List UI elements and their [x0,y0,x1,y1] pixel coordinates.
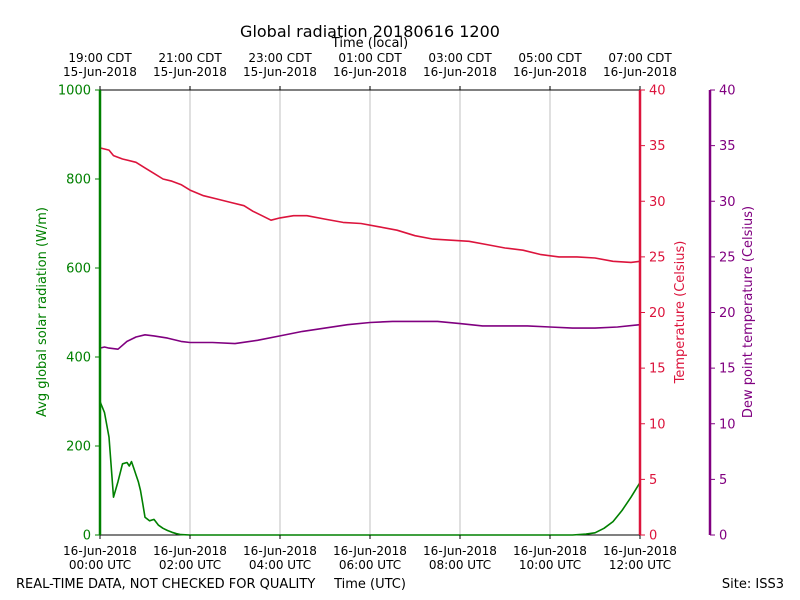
bottom-tick-time-label: 04:00 UTC [249,558,311,572]
site-label: Site: ISS3 [722,577,784,592]
far-right-axis-tick-label: 40 [719,84,736,99]
far-right-axis-tick-label: 35 [719,139,736,154]
left-axis-tick-label: 800 [66,173,91,188]
far-right-axis-tick-label: 10 [719,417,736,432]
top-tick-date-label: 16-Jun-2018 [513,65,587,79]
top-tick-time-label: 05:00 CDT [518,51,582,65]
bottom-tick-date-label: 16-Jun-2018 [513,544,587,558]
bottom-tick-date-label: 16-Jun-2018 [153,544,227,558]
right-axis-tick-label: 5 [649,473,657,488]
right-axis-tick-label: 0 [649,529,657,544]
far-right-axis-tick-label: 0 [719,529,727,544]
bottom-tick-time-label: 02:00 UTC [159,558,221,572]
top-tick-time-label: 19:00 CDT [68,51,132,65]
bottom-tick-date-label: 16-Jun-2018 [333,544,407,558]
quality-disclaimer: REAL-TIME DATA, NOT CHECKED FOR QUALITY [16,577,315,592]
far-right-axis-tick-label: 30 [719,195,736,210]
left-axis-tick-label: 1000 [58,84,91,99]
vertical-grid [189,90,551,535]
top-tick-time-label: 07:00 CDT [608,51,672,65]
left-axis-tick-label: 600 [66,262,91,277]
left-axis-tick-label: 200 [66,440,91,455]
right-axis-tick-label: 40 [649,84,666,99]
solar-radiation-line [99,401,641,536]
right-axis-label: Temperature (Celsius) [673,241,688,385]
left-axis-tick-label: 0 [83,529,91,544]
right-axis-tick-label: 10 [649,417,666,432]
top-tick-time-label: 21:00 CDT [158,51,222,65]
bottom-tick-time-label: 00:00 UTC [69,558,131,572]
right-axis-tick-label: 20 [649,306,666,321]
top-tick-date-label: 16-Jun-2018 [333,65,407,79]
far-right-axis-tick-label: 5 [719,473,727,488]
far-right-axis-tick-label: 20 [719,306,736,321]
right-axis-tick-label: 30 [649,195,666,210]
right-axis-tick-label: 25 [649,250,666,265]
bottom-tick-time-label: 06:00 UTC [339,558,401,572]
top-tick-date-label: 15-Jun-2018 [153,65,227,79]
bottom-tick-time-label: 10:00 UTC [519,558,581,572]
temperature-line [99,147,641,264]
series-layer [99,147,641,536]
dew-point-line [99,320,641,351]
bottom-tick-date-label: 16-Jun-2018 [63,544,137,558]
top-tick-time-label: 23:00 CDT [248,51,312,65]
top-tick-date-label: 15-Jun-2018 [63,65,137,79]
top-tick-time-label: 03:00 CDT [428,51,492,65]
top-tick-date-label: 16-Jun-2018 [603,65,677,79]
top-axis-label: Time (local) [331,36,408,51]
bottom-tick-date-label: 16-Jun-2018 [423,544,497,558]
bottom-tick-date-label: 16-Jun-2018 [603,544,677,558]
left-axis-tick-label: 400 [66,351,91,366]
far-right-axis-tick-label: 25 [719,250,736,265]
far-right-axis-tick-label: 15 [719,362,736,377]
far-right-axis-label: Dew point temperature (Celsius) [741,206,756,418]
bottom-tick-time-label: 12:00 UTC [609,558,671,572]
top-tick-date-label: 15-Jun-2018 [243,65,317,79]
chart-title: Global radiation 20180616 1200 [240,22,500,41]
top-tick-date-label: 16-Jun-2018 [423,65,497,79]
bottom-tick-date-label: 16-Jun-2018 [243,544,317,558]
bottom-axis-label: Time (UTC) [333,577,406,592]
left-axis-label: Avg global solar radiation (W/m) [35,207,50,417]
right-axis-tick-label: 35 [649,139,666,154]
top-tick-time-label: 01:00 CDT [338,51,402,65]
right-axis-tick-label: 15 [649,362,666,377]
bottom-tick-time-label: 08:00 UTC [429,558,491,572]
